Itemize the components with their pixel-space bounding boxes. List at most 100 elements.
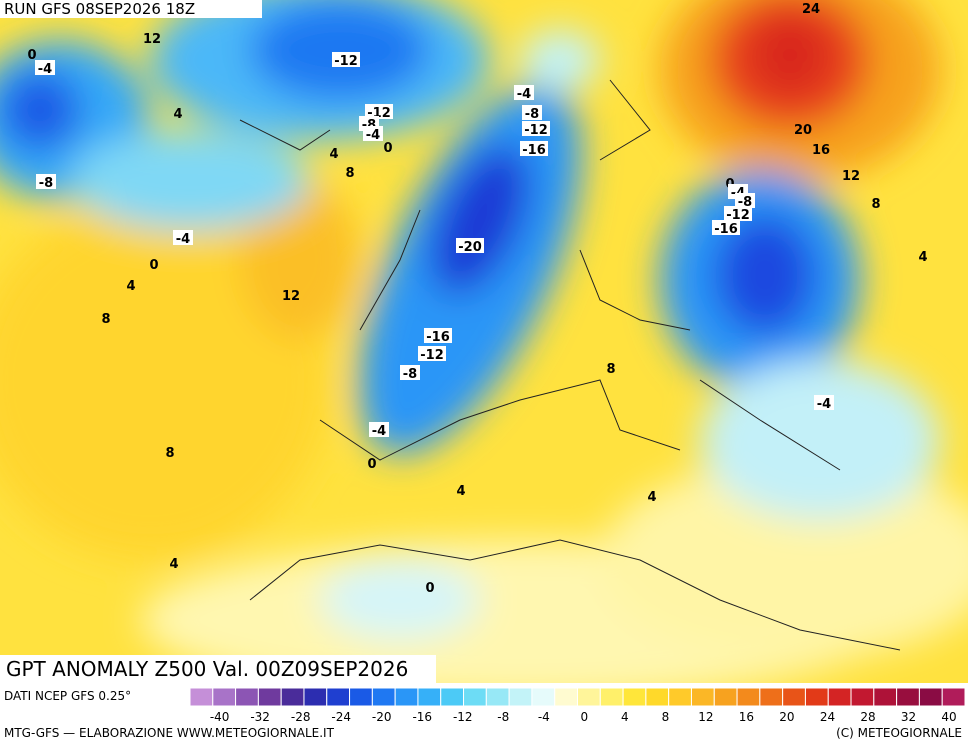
contour-label: 0	[425, 581, 434, 596]
contour-label: 12	[143, 32, 161, 47]
colorbar-label: 8	[662, 710, 670, 724]
colorbar-label: 20	[779, 710, 794, 724]
color-swatch	[645, 687, 670, 707]
coastlines	[239, 79, 901, 651]
contour-label: -20	[458, 240, 482, 255]
color-swatch	[736, 687, 761, 707]
colorbar-label: 12	[698, 710, 713, 724]
contour-label: -12	[334, 54, 358, 69]
colorbar-label: -20	[372, 710, 392, 724]
contour-label: 4	[329, 147, 338, 162]
color-swatch	[918, 687, 943, 707]
contour-label: 4	[126, 279, 135, 294]
color-swatch	[782, 687, 806, 707]
label-bg	[365, 104, 393, 119]
map-title: GPT ANOMALY Z500 Val. 00Z09SEP2026	[6, 657, 408, 681]
colorbar-label: -16	[412, 710, 432, 724]
credit: MTG-GFS — ELABORAZIONE WWW.METEOGIORNALE…	[4, 726, 335, 740]
label-bg	[456, 238, 484, 253]
contour-label: 8	[606, 362, 615, 377]
color-swatch	[349, 687, 373, 707]
copyright: (C) METEOGIORNALE	[836, 726, 962, 740]
contour-label: -12	[420, 348, 444, 363]
label-bg	[735, 193, 755, 208]
contour-label: -12	[524, 123, 548, 138]
contour-label: 8	[101, 312, 110, 327]
color-swatch	[941, 687, 966, 707]
colorbar-label: -24	[331, 710, 351, 724]
color-swatch	[804, 687, 829, 707]
colorbar-label: 40	[941, 710, 956, 724]
color-swatch	[622, 687, 647, 707]
color-swatch	[508, 687, 533, 707]
contour-label: -8	[403, 367, 417, 382]
color-swatch	[577, 687, 601, 707]
label-bg	[35, 60, 55, 75]
contour-label: 12	[842, 169, 860, 184]
color-swatch	[759, 687, 784, 707]
color-swatch	[690, 687, 715, 707]
contour-label: -4	[176, 232, 190, 247]
label-bg	[712, 220, 740, 235]
contour-label: 8	[871, 197, 880, 212]
contour-label: -8	[525, 107, 539, 122]
contour-labels: 120-44-12-12-8-40-4-8-12-1648-8-404128-2…	[27, 2, 927, 596]
contour-label: 8	[345, 166, 354, 181]
contour-label: -4	[366, 128, 380, 143]
colorbar-label: 0	[581, 710, 589, 724]
color-swatch	[668, 687, 692, 707]
color-swatch	[394, 687, 419, 707]
colorbar-label: -8	[497, 710, 509, 724]
header-box	[0, 0, 262, 18]
label-bg	[363, 126, 383, 141]
label-bg	[520, 141, 548, 156]
color-swatch	[896, 687, 920, 707]
color-swatch	[873, 687, 898, 707]
colorbar-label: -4	[538, 710, 550, 724]
contour-label: -8	[39, 176, 53, 191]
contour-label: 8	[165, 446, 174, 461]
colorbar-label: 28	[860, 710, 875, 724]
contour-label: 0	[383, 141, 392, 156]
color-swatch	[371, 687, 396, 707]
contour-label: -4	[372, 424, 386, 439]
contour-label: -12	[726, 208, 750, 223]
color-swatch	[280, 687, 305, 707]
color-swatch	[257, 687, 282, 707]
colorbar-label: -12	[453, 710, 473, 724]
label-bg	[332, 52, 360, 67]
contour-label: -4	[517, 87, 531, 102]
color-swatch	[463, 687, 487, 707]
color-swatch	[326, 687, 351, 707]
run-label: RUN GFS 08SEP2026 18Z	[4, 0, 195, 18]
contour-label: -4	[817, 397, 831, 412]
contour-label: 12	[282, 289, 300, 304]
colorbar: -40 -32 -28 -24 -20 -16 -12 -8 -4 0 4 8 12 16 20 24 28 32…	[189, 687, 966, 724]
contour-label: -16	[714, 222, 738, 237]
label-bg	[424, 328, 452, 343]
label-bg	[173, 230, 193, 245]
colorbar-label: 16	[739, 710, 754, 724]
label-bg	[36, 174, 56, 189]
color-swatch	[417, 687, 442, 707]
label-bg	[400, 365, 420, 380]
label-bg	[522, 105, 542, 120]
colorbar-label: 4	[621, 710, 629, 724]
color-swatch	[212, 687, 237, 707]
title-box	[0, 655, 436, 683]
anomaly-field	[0, 0, 968, 683]
contour-label: 4	[647, 490, 656, 505]
colorbar-label: -28	[291, 710, 311, 724]
color-swatch	[235, 687, 259, 707]
colorbar-label: 32	[901, 710, 916, 724]
colorbar-label: -32	[250, 710, 270, 724]
color-swatch	[485, 687, 510, 707]
contour-label: -16	[426, 330, 450, 345]
color-swatch	[827, 687, 852, 707]
contour-label: 4	[918, 250, 927, 265]
contour-label: 4	[173, 107, 182, 122]
label-bg	[724, 206, 752, 221]
contour-label: 0	[27, 48, 36, 63]
